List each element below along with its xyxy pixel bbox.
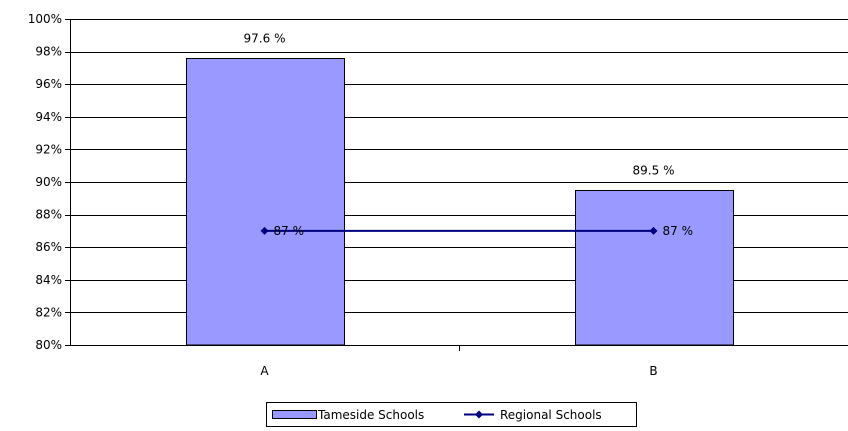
bar-data-label: 89.5 % [633,164,675,178]
legend-box [266,402,637,427]
y-tick-label: 88% [35,208,62,222]
regional-line [260,226,658,235]
x-tick-label: B [649,364,657,378]
line-data-label: 87 % [663,224,694,238]
bar-data-label: 97.6 % [244,32,286,46]
regional-point [649,226,658,235]
y-tick-label: 98% [35,45,62,59]
y-tick-label: 82% [35,305,62,319]
axes [65,19,848,351]
bar-A [186,58,345,346]
line-data-label: 87 % [274,224,305,238]
legend-label-tameside: Tameside Schools [317,408,424,422]
y-tick-label: 92% [35,142,62,156]
y-tick-label: 80% [35,338,62,352]
y-tick-label: 84% [35,273,62,287]
y-tick-label: 96% [35,77,62,91]
y-tick-label: 94% [35,110,62,124]
legend-label-regional: Regional Schools [500,408,602,422]
legend-swatch-tameside [272,410,317,419]
y-tick-label: 100% [28,12,62,26]
regional-point [260,226,269,235]
data-labels: 97.6 % 89.5 % 87 % 87 % [244,32,693,238]
legend-marker-regional [475,410,483,419]
x-tick-label: A [260,364,269,378]
bars [186,58,734,346]
y-tick-label: 90% [35,175,62,189]
y-tick-labels: 80% 82% 84% 86% 88% 90% 92% 94% 96% 98% 100% [28,12,62,352]
y-tick-label: 86% [35,240,62,254]
legend: Tameside Schools Regional Schools [266,402,637,427]
bar-B [575,190,734,346]
